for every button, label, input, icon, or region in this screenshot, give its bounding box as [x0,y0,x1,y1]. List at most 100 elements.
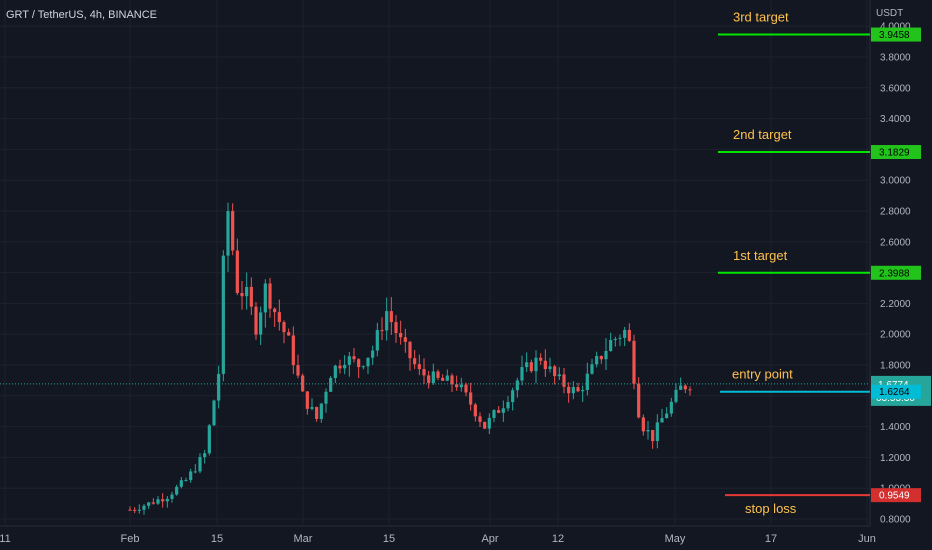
candle-body [501,408,505,413]
candle-body [333,365,337,378]
currency-label: USDT [876,8,903,19]
candle-body [352,356,356,360]
annotation-price-tag [871,384,921,399]
candle-body [469,392,473,405]
candle-body [529,362,533,372]
candle-body [301,375,305,392]
candle-body [455,384,459,388]
annotation-price-tag [871,27,921,42]
candle-body [548,366,552,370]
candle-body [408,341,412,359]
candle-body [375,330,379,351]
annotation-label: 3rd target [733,10,789,25]
annotation-price-tag [871,145,921,160]
candle-body [525,362,529,368]
candle-body [590,364,594,374]
candle-body [249,286,253,307]
x-tick-label: 11 [0,533,11,545]
candle-body [464,384,468,393]
y-tick-label: 3.6000 [880,83,911,94]
candle-body [179,480,183,487]
annotation-label: stop loss [745,501,797,516]
candle-body [674,389,678,402]
candle-body [665,413,669,419]
y-tick-label: 2.6000 [880,237,911,248]
candle-body [604,351,608,360]
candle-body [413,358,417,365]
candle-body [534,357,538,372]
price-axis[interactable]: 4.00003.80003.60003.40003.20003.00002.80… [871,22,931,526]
candle-body [422,369,426,376]
x-tick-label: May [665,533,686,545]
candle-body [366,357,370,367]
candle-body [627,329,631,341]
candle-body [427,375,431,383]
candle-body [515,380,519,391]
candle-body [371,350,375,358]
candle-body [567,386,571,394]
candle-body [417,364,421,370]
candle-body [273,308,277,313]
candle-body [347,356,351,365]
candle-body [226,211,230,256]
candle-body [212,400,216,426]
candle-body [315,407,319,419]
candle-body [305,391,309,409]
candle-body [198,457,202,472]
candle-body [445,375,449,381]
candle-body [203,453,207,458]
x-tick-label: Mar [294,533,313,545]
candle-body [431,371,435,383]
time-axis[interactable]: 11 Feb 15 Mar 15 Apr 12 May 17 Jun [0,533,876,545]
candle-body [655,422,659,442]
y-tick-label: 2.2000 [880,299,911,310]
candle-body [310,407,314,409]
candle-body [137,509,141,511]
candle-body [585,373,589,390]
y-tick-label: 3.4000 [880,114,911,125]
candle-body [394,322,398,334]
candle-body [623,329,627,338]
candle-body [609,340,613,352]
annotation-price-value: 1.6264 [879,387,910,398]
annotation-label: 2nd target [733,127,792,142]
x-tick-label: 12 [552,533,564,545]
annotation-price-tag [871,488,921,503]
candle-body [296,365,300,376]
annotation-price-value: 3.9458 [879,30,910,41]
candle-body [543,360,547,370]
candle-body [254,306,258,335]
annotation-price-tag [871,265,921,280]
y-tick-label: 3.8000 [880,53,911,64]
candle-body [357,359,361,368]
candle-body [492,410,496,418]
candle-body [613,338,617,341]
candle-body [436,371,440,378]
x-tick-label: 15 [211,533,223,545]
candle-body [487,417,491,429]
candle-body [562,374,566,387]
candle-body [497,410,501,413]
candle-body [632,340,636,384]
candle-body [235,250,239,294]
candle-body [483,421,487,429]
candle-body [133,509,137,511]
candle-body [245,286,249,297]
candle-body [161,499,165,502]
candle-body [221,255,225,374]
candle-body [660,418,664,423]
candle-body [539,357,543,361]
chart-title: GRT / TetherUS, 4h, BINANCE [6,9,157,21]
candle-body [184,480,188,482]
candle-body [338,365,342,369]
candle-body [478,416,482,422]
annotation-label: entry point [732,367,793,382]
y-tick-label: 1.2000 [880,453,911,464]
candle-body [389,311,393,323]
candle-body [473,404,477,417]
candle-body [595,356,599,365]
candle-body [147,502,151,506]
y-tick-label: 3.0000 [880,176,911,187]
candle-body [170,494,174,499]
